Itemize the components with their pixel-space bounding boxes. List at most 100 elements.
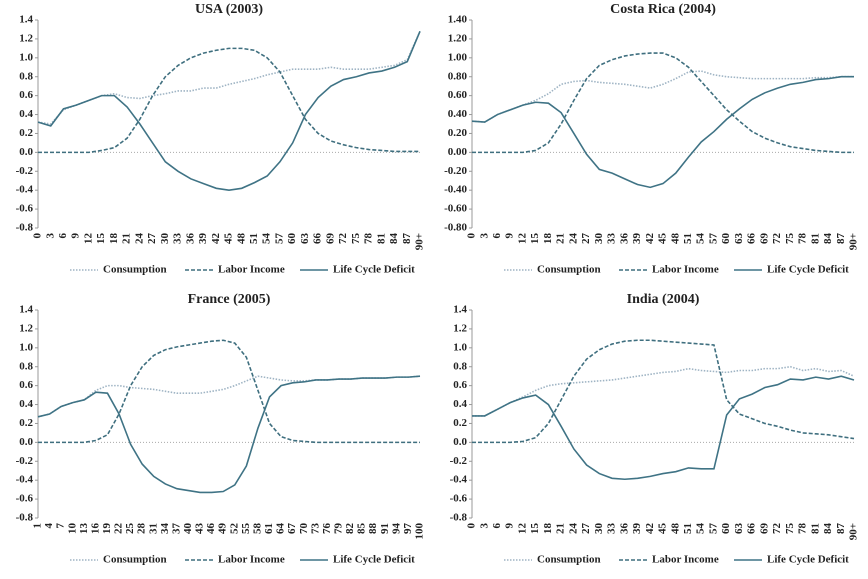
y-tick-label: 0.8 (19, 70, 33, 82)
x-tick-label: 6 (57, 233, 69, 239)
y-tick-label: 0.20 (448, 127, 468, 139)
x-tick-label: 27 (580, 233, 592, 245)
panel: France (2005) 1.4 1.2 1.0 0.8 0.6 0.4 0.2 0.0 -0.… (16, 292, 426, 565)
x-tick-label: 21 (121, 233, 133, 244)
x-tick-label: 0 (466, 523, 478, 529)
x-tick-label: 21 (555, 523, 567, 534)
legend-label: Labor Income (652, 554, 719, 566)
x-tick-label: 48 (669, 233, 681, 245)
x-tick-label: 87 (835, 523, 847, 535)
y-tick-label: -0.60 (444, 203, 467, 215)
x-tick-label: 42 (210, 233, 222, 245)
y-tick-label: 0.6 (19, 89, 33, 101)
x-tick-label: 15 (529, 233, 541, 245)
y-tick-label: 0.6 (453, 379, 467, 391)
y-tick-label: 1.2 (19, 322, 33, 334)
y-tick-label: 1.40 (448, 14, 468, 26)
y-tick-label: 0.4 (19, 398, 33, 410)
x-tick-label: 79 (333, 523, 345, 535)
y-tick-label: 0.60 (448, 89, 468, 101)
legend-label: Life Cycle Deficit (767, 264, 849, 276)
x-tick-label: 67 (286, 523, 298, 535)
x-tick-label: 69 (324, 233, 336, 245)
x-tick-label: 90+ (848, 523, 860, 540)
y-tick-label: 1.4 (19, 14, 33, 26)
y-tick-label: 1.2 (19, 32, 33, 44)
x-tick-label: 33 (606, 233, 618, 245)
x-tick-label: 16 (89, 523, 101, 535)
x-tick-label: 51 (248, 233, 260, 244)
x-tick-label: 33 (172, 233, 184, 245)
x-tick-label: 0 (32, 233, 44, 239)
y-tick-label: 0.8 (453, 360, 467, 372)
x-tick-label: 90+ (414, 233, 426, 250)
legend-label: Consumption (103, 554, 167, 566)
y-tick-label: -0.4 (450, 474, 468, 486)
legend-label: Life Cycle Deficit (767, 554, 849, 566)
x-tick-label: 66 (312, 233, 324, 245)
x-tick-label: 39 (197, 233, 209, 245)
legend-label: Labor Income (218, 554, 285, 566)
y-tick-label: 1.00 (448, 51, 468, 63)
x-tick-label: 27 (580, 523, 592, 535)
x-tick-label: 30 (593, 233, 605, 245)
x-tick-label: 30 (159, 233, 171, 245)
y-tick-label: -0.4 (16, 184, 34, 196)
series-line (37, 375, 421, 494)
y-tick-label: -0.4 (16, 474, 34, 486)
x-tick-label: 4 (43, 523, 55, 529)
x-tick-label: 43 (194, 523, 206, 535)
x-tick-label: 24 (567, 233, 579, 245)
y-tick-label: -0.20 (444, 165, 467, 177)
x-tick-label: 87 (835, 233, 847, 245)
x-tick-label: 84 (822, 523, 834, 535)
x-tick-label: 84 (822, 233, 834, 245)
x-tick-label: 90+ (848, 233, 860, 250)
y-tick-label: 1.2 (453, 322, 467, 334)
x-tick-label: 81 (375, 233, 387, 244)
x-tick-label: 55 (240, 523, 252, 535)
x-tick-label: 25 (124, 523, 136, 535)
x-tick-label: 1 (32, 523, 44, 529)
x-tick-label: 60 (286, 233, 298, 245)
legend-label: Labor Income (652, 264, 719, 276)
x-tick-label: 51 (682, 233, 694, 244)
x-tick-label: 39 (631, 233, 643, 245)
x-tick-label: 10 (66, 523, 78, 535)
x-tick-label: 45 (657, 233, 669, 245)
x-tick-label: 36 (618, 233, 630, 245)
x-tick-label: 9 (504, 523, 516, 529)
legend-label: Consumption (103, 264, 167, 276)
x-tick-label: 57 (707, 523, 719, 535)
x-tick-label: 15 (529, 523, 541, 535)
x-tick-label: 21 (555, 233, 567, 244)
x-tick-label: 9 (70, 233, 82, 239)
y-tick-label: 0.6 (19, 379, 33, 391)
legend-label: Life Cycle Deficit (333, 264, 415, 276)
y-tick-label: -0.8 (16, 512, 34, 524)
y-tick-label: 0.0 (19, 436, 33, 448)
y-tick-label: 1.0 (19, 341, 33, 353)
x-tick-label: 48 (669, 523, 681, 535)
x-tick-label: 63 (733, 523, 745, 535)
x-tick-label: 58 (251, 523, 263, 535)
chart-title: USA (2003) (195, 2, 263, 17)
x-tick-label: 18 (108, 233, 120, 245)
y-tick-label: 0.8 (19, 360, 33, 372)
x-tick-label: 66 (746, 233, 758, 245)
x-tick-label: 69 (758, 233, 770, 245)
x-tick-label: 36 (184, 233, 196, 245)
x-tick-label: 60 (720, 523, 732, 535)
y-tick-label: 0.2 (19, 127, 33, 139)
series-line (38, 339, 420, 444)
y-tick-label: 1.0 (19, 51, 33, 63)
x-tick-label: 36 (618, 523, 630, 535)
x-tick-label: 57 (707, 233, 719, 245)
x-tick-label: 72 (337, 233, 349, 245)
x-tick-label: 60 (720, 233, 732, 245)
x-tick-label: 57 (273, 233, 285, 245)
series-line (472, 365, 855, 417)
x-tick-label: 78 (797, 523, 809, 535)
legend-label: Labor Income (218, 264, 285, 276)
x-tick-label: 64 (275, 523, 287, 535)
